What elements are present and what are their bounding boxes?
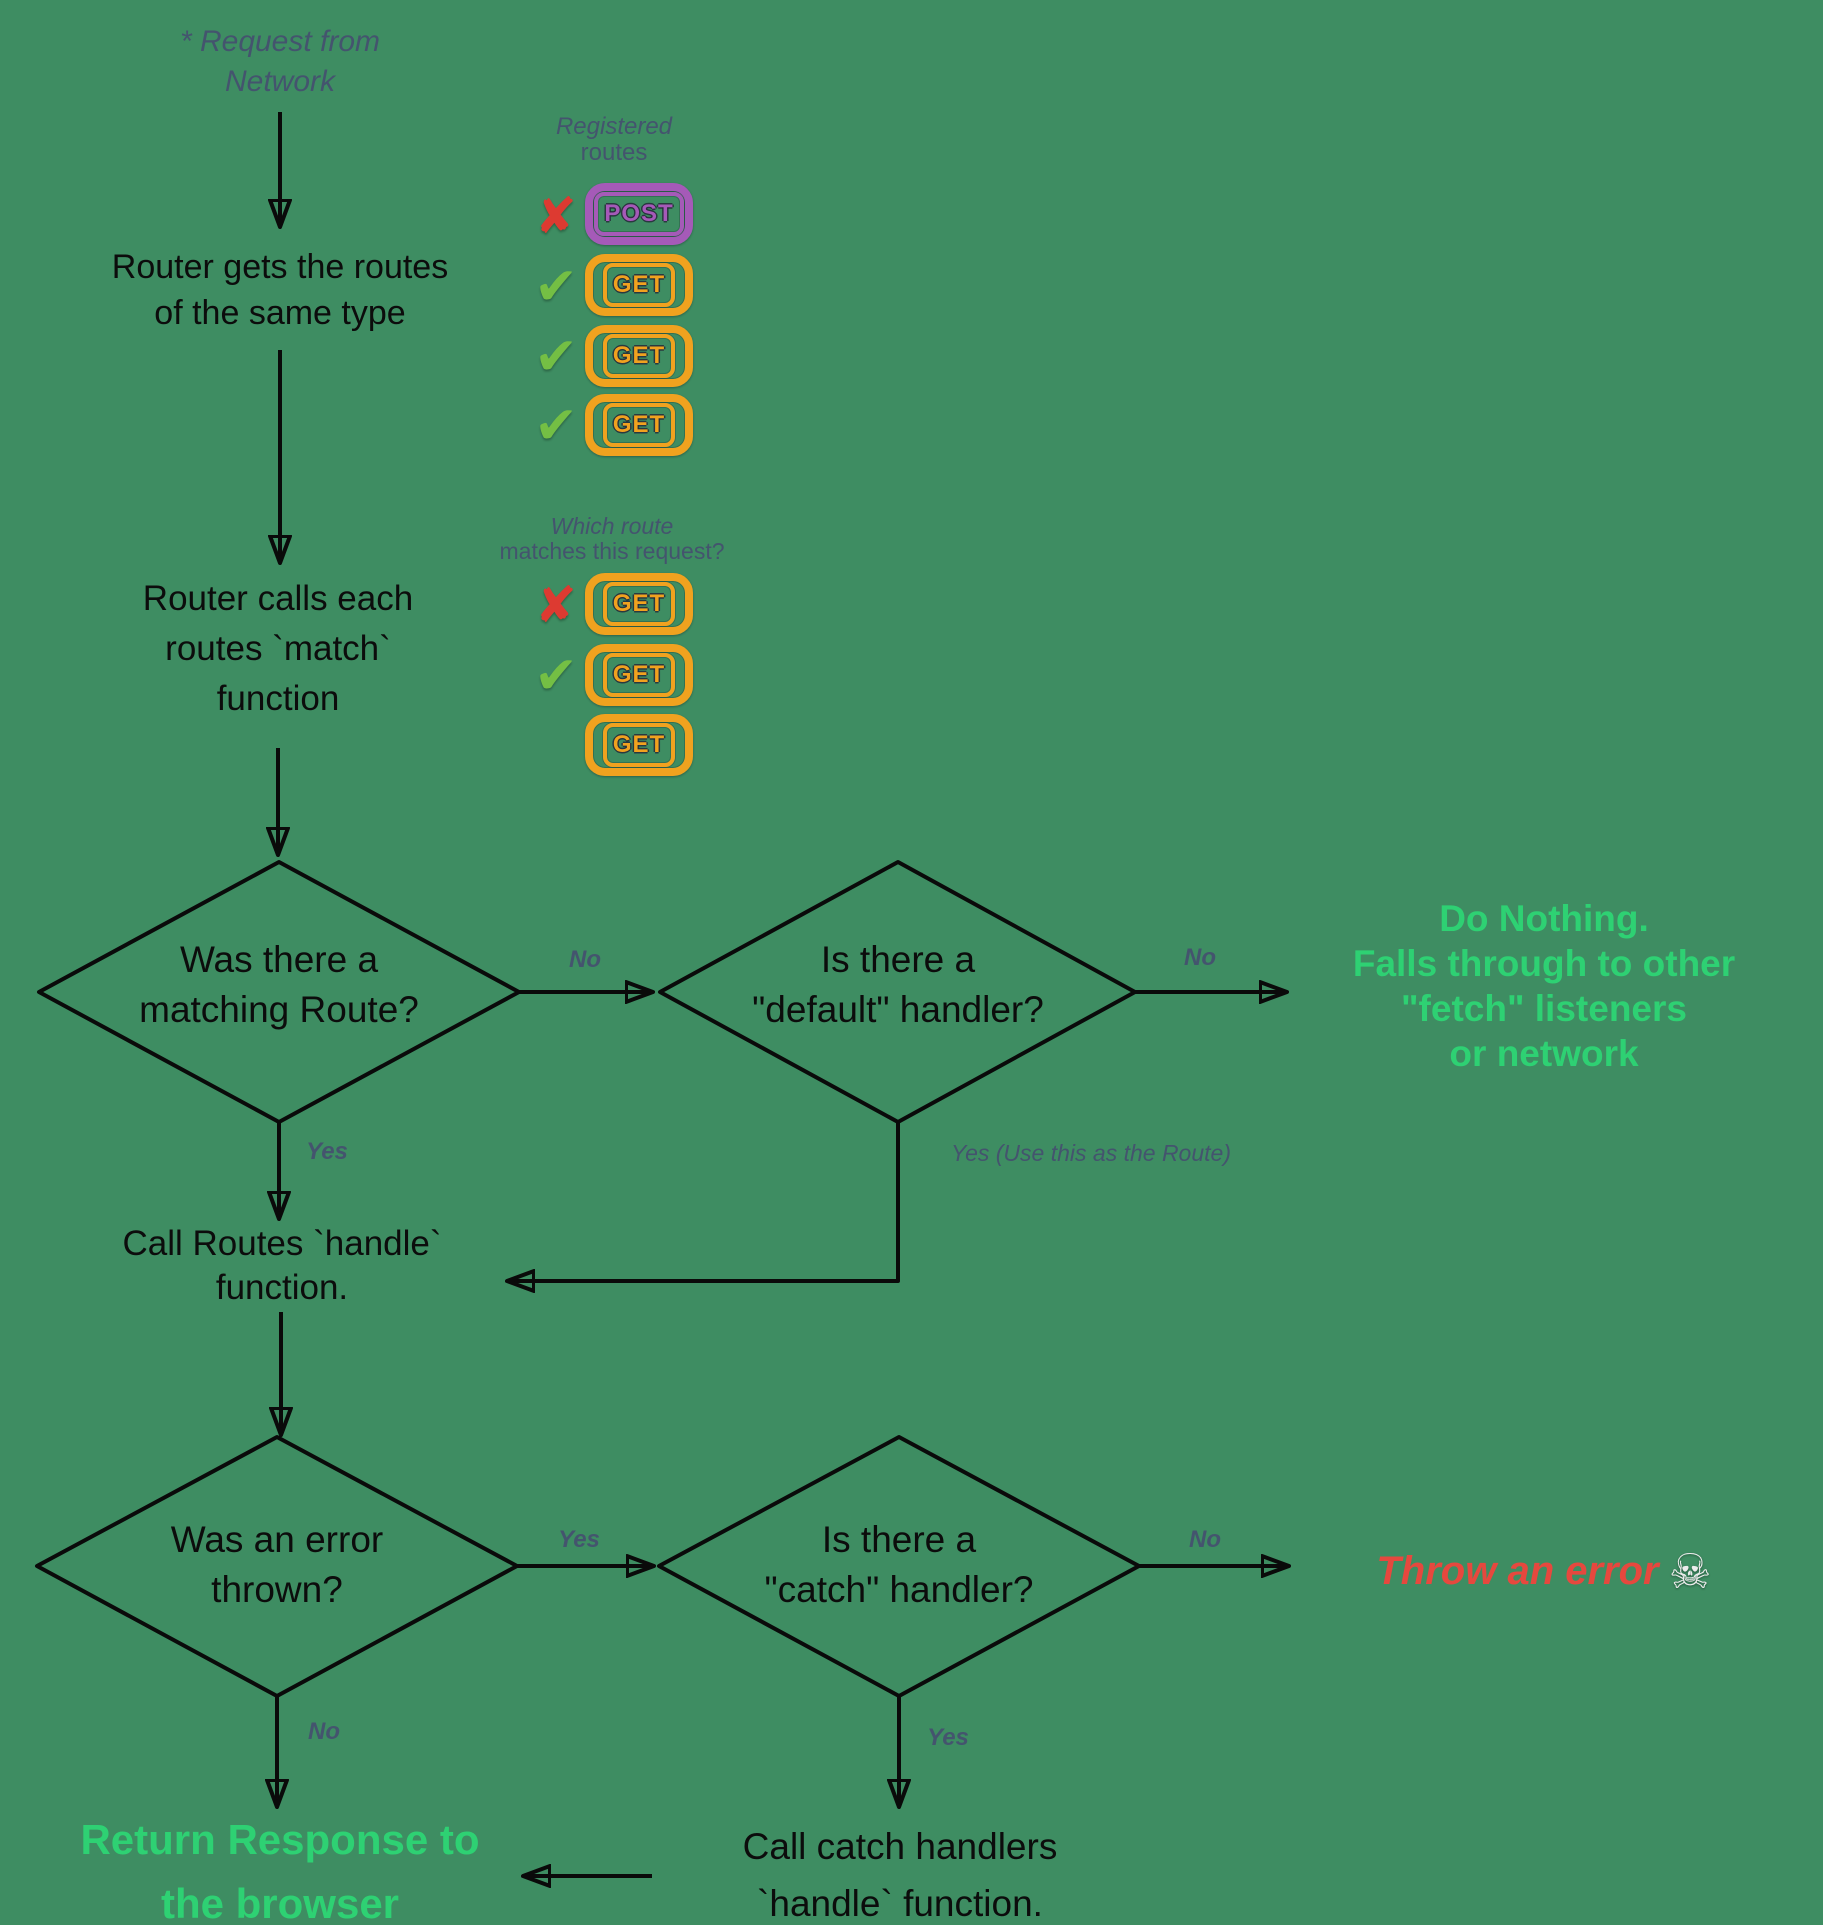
route-badge-get: GET — [585, 394, 693, 456]
route-badge-label: POST — [604, 200, 674, 227]
decision-line: Was there a — [179, 939, 379, 980]
check-icon: ✔ — [534, 647, 578, 705]
step-call-match-line: function — [216, 679, 340, 718]
route-badge-get: GET — [585, 644, 693, 706]
step-call-handle: Call Routes `handle` function. — [122, 1222, 441, 1310]
outcome-line: Return Response to — [80, 1816, 480, 1863]
decision-line: Is there a — [821, 1519, 977, 1560]
step-call-match: Router calls each routes `match` functio… — [143, 574, 413, 724]
route-badge-frame: GET — [602, 334, 676, 378]
route-badge-frame: GET — [602, 263, 676, 307]
route-badge-frame: GET — [602, 582, 676, 626]
outcome-do-nothing: Do Nothing. Falls through to other "fetc… — [1353, 896, 1735, 1076]
cross-icon: ✘ — [535, 188, 577, 244]
which-route-line: matches this request? — [499, 538, 725, 564]
step-call-match-line: Router calls each — [142, 579, 414, 618]
decision-line: "catch" handler? — [764, 1569, 1034, 1610]
route-badge-label: GET — [612, 271, 666, 298]
edge-label-yes: Yes — [306, 1138, 348, 1165]
decision-error-thrown-text: Was an error thrown? — [171, 1515, 383, 1615]
check-icon: ✔ — [534, 397, 578, 455]
decision-default-handler-text: Is there a "default" handler? — [752, 935, 1044, 1035]
registered-routes-line: routes — [580, 139, 648, 166]
route-badge-frame: GET — [602, 403, 676, 447]
route-badge-frame: GET — [602, 723, 676, 767]
step-call-catch-handle: Call catch handlers `handle` function. — [743, 1818, 1058, 1925]
outcome-line: Falls through to other — [1352, 943, 1736, 984]
edge-label-yes: Yes — [558, 1526, 600, 1553]
decision-line: thrown? — [211, 1569, 343, 1610]
edge-label-no: No — [1189, 1526, 1221, 1553]
route-badge-label: GET — [612, 731, 666, 758]
step-call-catch-line: Call catch handlers — [742, 1826, 1058, 1867]
step-get-routes: Router gets the routes of the same type — [112, 244, 448, 336]
step-call-catch-line: `handle` function. — [757, 1883, 1043, 1924]
outcome-line: the browser — [160, 1880, 400, 1925]
registered-routes-label: Registered routes — [556, 114, 672, 166]
request-from-network-line: Network — [224, 65, 336, 98]
edge-label-no: No — [1184, 944, 1216, 971]
decision-line: matching Route? — [139, 989, 419, 1030]
outcome-line: "fetch" listeners — [1401, 988, 1687, 1029]
skull-crossbones-icon: ☠ — [1668, 1546, 1712, 1599]
request-from-network-line: * Request from — [179, 25, 381, 58]
decision-line: "default" handler? — [752, 989, 1044, 1030]
outcome-line: or network — [1449, 1033, 1639, 1074]
decision-line: Is there a — [820, 939, 976, 980]
edge-label-no: No — [308, 1718, 340, 1745]
cross-icon: ✘ — [535, 577, 577, 633]
step-get-routes-line: Router gets the routes — [111, 248, 449, 286]
check-icon: ✔ — [534, 328, 578, 386]
route-badge-frame: GET — [602, 653, 676, 697]
route-badge-label: GET — [612, 342, 666, 369]
check-icon: ✔ — [534, 258, 578, 316]
which-route-label: Which route matches this request? — [499, 514, 724, 564]
outcome-throw-error-text: Throw an error — [1376, 1549, 1659, 1593]
edge-label-no: No — [569, 946, 601, 973]
outcome-throw-error: Throw an error ☠ — [1376, 1546, 1712, 1599]
outcome-line: Do Nothing. — [1439, 898, 1649, 939]
step-call-handle-line: function. — [215, 1268, 349, 1307]
route-badge-post: POST — [585, 183, 693, 245]
decision-line: Was an error — [170, 1519, 384, 1560]
step-call-match-line: routes `match` — [165, 629, 391, 668]
decision-catch-handler-text: Is there a "catch" handler? — [765, 1515, 1034, 1615]
route-badge-label: GET — [612, 661, 666, 688]
decision-matching-route-text: Was there a matching Route? — [139, 935, 419, 1035]
route-badge-frame: POST — [594, 192, 684, 236]
route-badge-label: GET — [612, 590, 666, 617]
registered-routes-line: Registered — [555, 113, 673, 140]
which-route-line: Which route — [550, 513, 674, 539]
route-badge-label: GET — [612, 411, 666, 438]
edge-label-yes-use-route: Yes (Use this as the Route) — [951, 1140, 1231, 1166]
edge-label-yes: Yes — [927, 1724, 969, 1751]
route-badge-get: GET — [585, 254, 693, 316]
step-get-routes-line: of the same type — [154, 294, 406, 332]
step-call-handle-line: Call Routes `handle` — [122, 1224, 442, 1263]
elbow-d2-yes-to-call-handle — [508, 1122, 900, 1281]
route-badge-get: GET — [585, 714, 693, 776]
route-badge-get: GET — [585, 573, 693, 635]
outcome-return-response: Return Response to the browser — [80, 1808, 479, 1925]
route-badge-get: GET — [585, 325, 693, 387]
request-from-network-label: * Request from Network — [180, 22, 380, 102]
